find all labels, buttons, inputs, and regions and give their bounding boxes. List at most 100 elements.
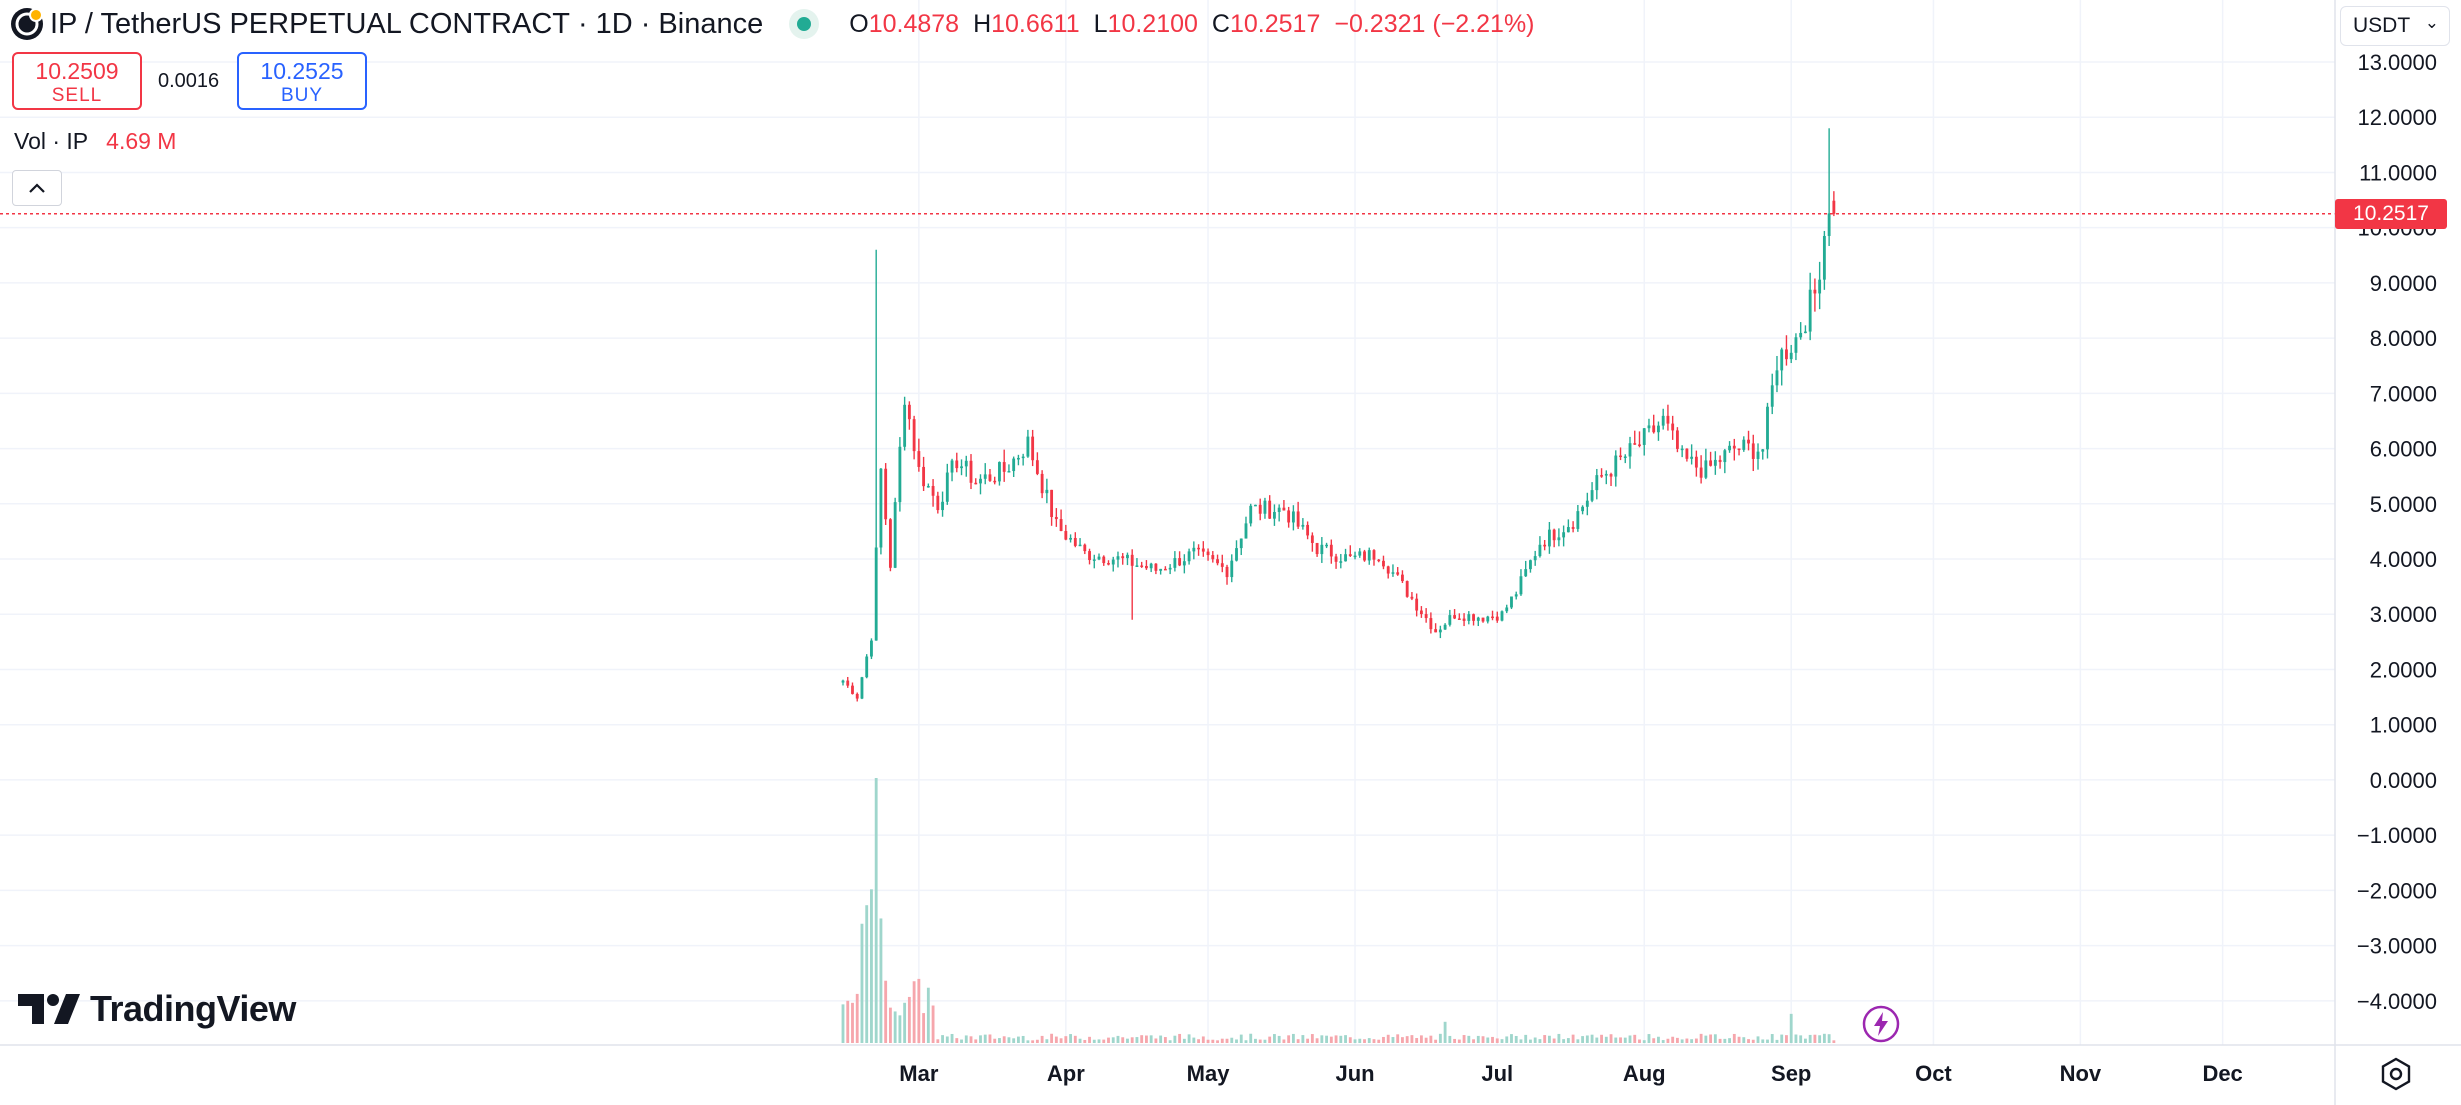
candle-body — [931, 485, 935, 496]
candle-body — [1547, 529, 1551, 547]
candle-body — [993, 480, 997, 483]
volume-bar — [1320, 1035, 1324, 1043]
candle-body — [1600, 475, 1603, 477]
volume-bar — [1604, 1036, 1608, 1043]
volume-bar — [1429, 1035, 1433, 1043]
candle-body — [1197, 547, 1200, 550]
volume-bar — [1334, 1035, 1338, 1043]
candle-body — [1462, 618, 1466, 621]
volume-bar — [1661, 1040, 1665, 1043]
price-tick-label: 6.0000 — [2370, 437, 2437, 462]
volume-bar — [855, 993, 859, 1043]
time-axis[interactable]: Mar Apr May Jun Jul Aug Sep Oct Nov Dec — [0, 1044, 2461, 1086]
candle-body — [950, 460, 954, 473]
volume-bar — [1140, 1035, 1144, 1043]
candle-body — [1709, 460, 1713, 466]
volume-bar — [1249, 1033, 1253, 1043]
candle-body — [1367, 550, 1371, 561]
volume-bar — [1675, 1037, 1679, 1043]
candle-body — [1168, 567, 1172, 570]
candle-body — [851, 685, 854, 694]
volume-bar — [1401, 1037, 1404, 1043]
price-tick-label: 9.0000 — [2370, 271, 2437, 296]
candle-body — [1747, 439, 1750, 444]
volume-bar — [1751, 1039, 1755, 1043]
volume-label[interactable]: Vol · IP — [14, 128, 89, 154]
volume-bar — [1519, 1039, 1523, 1043]
sell-button[interactable]: 10.2509 SELL — [12, 52, 142, 110]
volume-bar — [1149, 1035, 1153, 1043]
volume-bar — [1244, 1040, 1248, 1043]
volume-bar — [1799, 1035, 1803, 1043]
volume-bar — [898, 1015, 902, 1043]
candle-body — [1173, 558, 1177, 568]
candle-body — [1647, 425, 1651, 429]
price-tick-label: 13.0000 — [2357, 50, 2437, 75]
candle-body — [1182, 561, 1186, 566]
ohlc-values: O 10.4878 H 10.6611 L 10.2100 C 10.2517 −0.2… — [849, 10, 1534, 39]
price-tick-label: 8.0000 — [2370, 326, 2437, 351]
candle-body — [1751, 443, 1755, 459]
volume-bar — [1566, 1038, 1570, 1043]
candle-body — [1500, 611, 1504, 621]
interval-label[interactable]: 1D — [595, 7, 633, 40]
candle-body — [1287, 510, 1291, 523]
candle-body — [1050, 489, 1054, 517]
candle-body — [1273, 511, 1276, 519]
volume-bar — [955, 1038, 959, 1043]
volume-bar — [1628, 1035, 1632, 1043]
candle-body — [969, 460, 973, 483]
volume-bar — [1391, 1037, 1395, 1043]
volume-bar — [1078, 1038, 1082, 1043]
symbol-title[interactable]: IP / TetherUS PERPETUAL CONTRACT — [50, 7, 570, 40]
volume-bar — [1813, 1034, 1817, 1043]
volume-bar — [1742, 1037, 1746, 1043]
candle-body — [1619, 455, 1622, 458]
volume-bar — [1619, 1037, 1622, 1043]
price-axis[interactable]: 13.000012.000011.000010.00009.00008.0000… — [2334, 0, 2437, 1105]
chevron-up-icon — [29, 183, 45, 193]
candle-body — [1609, 473, 1613, 477]
volume-bar — [1585, 1035, 1589, 1043]
candle-body — [1524, 569, 1528, 577]
currency-select[interactable]: USDT ⌄ — [2340, 6, 2450, 46]
candle-body — [964, 460, 968, 467]
market-status-icon[interactable] — [789, 9, 820, 39]
volume-bar — [1382, 1036, 1385, 1043]
candle-body — [1021, 456, 1025, 459]
collapse-legend-button[interactable] — [12, 170, 62, 206]
candle-body — [1310, 535, 1314, 543]
tradingview-logo[interactable]: TradingView — [18, 988, 296, 1030]
volume-bar — [1206, 1039, 1210, 1043]
candle-body — [1690, 456, 1694, 459]
volume-bar — [1405, 1036, 1409, 1043]
volume-bar — [1386, 1034, 1390, 1043]
candle-body — [988, 474, 992, 481]
volume-bar — [1168, 1040, 1172, 1043]
candle-body — [926, 485, 930, 488]
candle-body — [1581, 506, 1585, 512]
candle-body — [1685, 448, 1689, 459]
candle-body — [1448, 615, 1452, 625]
candle-body — [1510, 596, 1513, 608]
settings-icon[interactable] — [2376, 1054, 2416, 1094]
volume-legend: Vol · IP 4.69 M — [14, 128, 176, 155]
volume-bar — [1642, 1040, 1646, 1043]
candle-body — [1059, 519, 1063, 532]
lightning-icon[interactable] — [1861, 1004, 1901, 1044]
candle-body — [841, 680, 845, 683]
candle-body — [870, 640, 873, 657]
buy-label: BUY — [280, 85, 324, 106]
volume-bar — [1652, 1038, 1656, 1043]
buy-button[interactable]: 10.2525 BUY — [237, 52, 367, 110]
candle-body — [1514, 594, 1518, 597]
candle-body — [1220, 563, 1224, 567]
volume-bar — [1353, 1039, 1357, 1043]
volume-bar — [1111, 1037, 1115, 1043]
volume-bar — [1287, 1035, 1291, 1043]
price-tick-label: 12.0000 — [2357, 105, 2437, 130]
volume-bar — [1396, 1034, 1400, 1043]
candle-body — [1761, 449, 1765, 452]
candle-body — [1756, 451, 1760, 459]
